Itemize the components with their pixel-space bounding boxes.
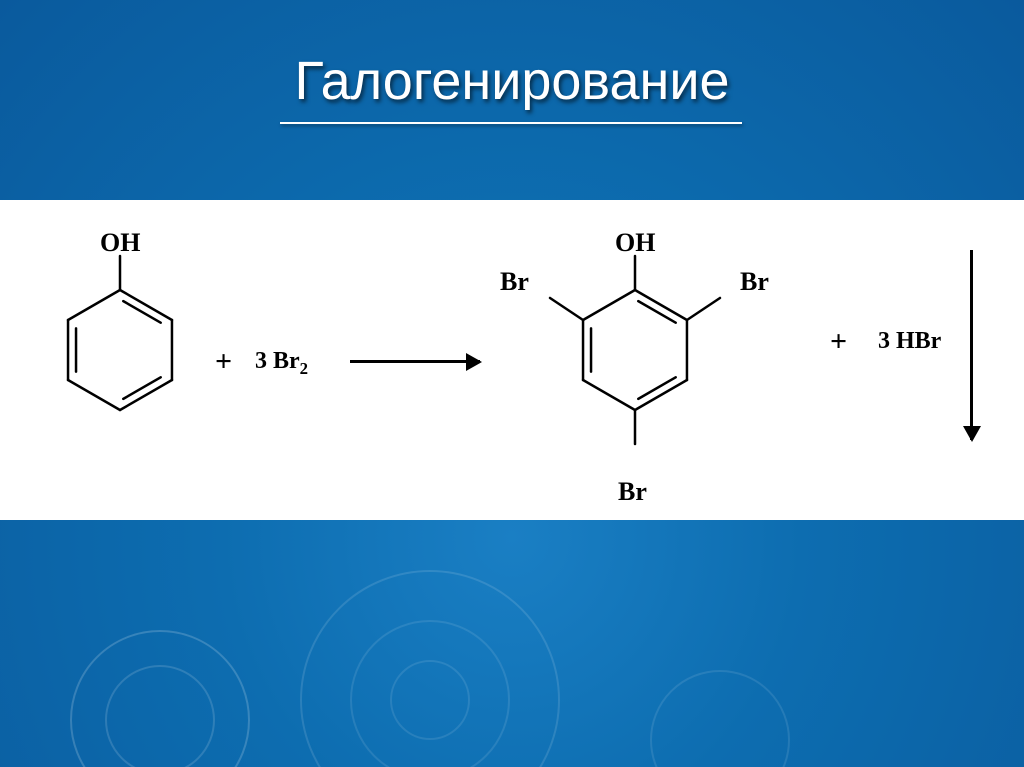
plus-sign-1: +: [215, 345, 232, 379]
reaction-arrow: [350, 360, 480, 363]
product-br-label-para: Br: [618, 477, 647, 507]
title-underline: [280, 122, 742, 124]
reagent-subscript: 2: [300, 359, 308, 378]
product-br-label-ortho-right: Br: [740, 267, 769, 297]
precipitate-arrow-icon: [970, 250, 973, 440]
product-br-label-ortho-left: Br: [500, 267, 529, 297]
slide: Галогенирование OH + 3 Br2 OH Br Br Br +…: [0, 0, 1024, 767]
slide-title: Галогенирование: [0, 50, 1024, 112]
byproduct-coeff: 3: [878, 328, 890, 354]
reactant-phenol: [20, 220, 220, 480]
reagent-formula: Br: [273, 348, 300, 374]
ripple-circle: [650, 670, 790, 767]
reagent-3br2: 3 Br2: [255, 348, 308, 379]
ripple-circle: [390, 660, 470, 740]
phenol-oh-label: OH: [100, 228, 140, 258]
byproduct-formula: HBr: [896, 328, 941, 354]
reaction-panel: OH + 3 Br2 OH Br Br Br + 3 HBr: [0, 200, 1024, 520]
product-oh-label: OH: [615, 228, 655, 258]
byproduct-3hbr: 3 HBr: [878, 328, 941, 355]
plus-sign-2: +: [830, 325, 847, 359]
ripple-circle: [105, 665, 215, 767]
reagent-coeff: 3: [255, 348, 267, 374]
